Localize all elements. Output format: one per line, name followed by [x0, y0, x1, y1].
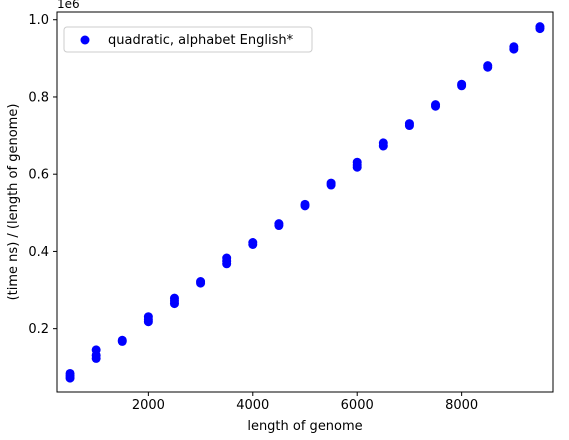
data-point [431, 100, 441, 110]
legend: quadratic, alphabet English* [63, 26, 313, 53]
y-tick-label: 0.8 [28, 90, 49, 105]
y-tick-label: 0.4 [28, 245, 49, 260]
data-point [196, 277, 206, 287]
data-point [457, 79, 467, 89]
data-point [483, 61, 493, 71]
data-point [509, 42, 519, 52]
data-point [274, 219, 284, 229]
x-tick-label: 4000 [236, 398, 269, 413]
data-point [326, 178, 336, 188]
x-tick-label: 6000 [341, 398, 374, 413]
y-tick-label: 0.2 [28, 322, 49, 337]
data-point [65, 368, 75, 378]
data-point [143, 312, 153, 322]
data-point [222, 253, 232, 263]
data-point [169, 293, 179, 303]
y-offset-label: 1e6 [57, 0, 80, 11]
data-point [535, 22, 545, 32]
y-axis-label: (time ns) / (length of genome) [6, 104, 21, 301]
plot-frame [56, 11, 554, 393]
data-point [404, 119, 414, 129]
legend-box [63, 26, 313, 53]
y-axis-ticks: 0.2 0.4 0.6 0.8 1.0 [28, 13, 57, 337]
x-tick-label: 2000 [132, 398, 165, 413]
legend-label: quadratic, alphabet English* [108, 33, 294, 48]
data-point [248, 238, 258, 248]
data-point [117, 335, 127, 345]
x-axis-label: length of genome [247, 419, 362, 434]
x-tick-label: 8000 [445, 398, 478, 413]
data-point [378, 138, 388, 148]
y-tick-label: 0.6 [28, 168, 49, 183]
data-point [91, 345, 101, 355]
x-axis-ticks: 2000 4000 6000 8000 [132, 392, 478, 413]
data-point [352, 157, 362, 167]
data-points [65, 22, 545, 383]
y-tick-label: 1.0 [28, 13, 49, 28]
legend-marker [80, 35, 90, 45]
data-point [300, 199, 310, 209]
